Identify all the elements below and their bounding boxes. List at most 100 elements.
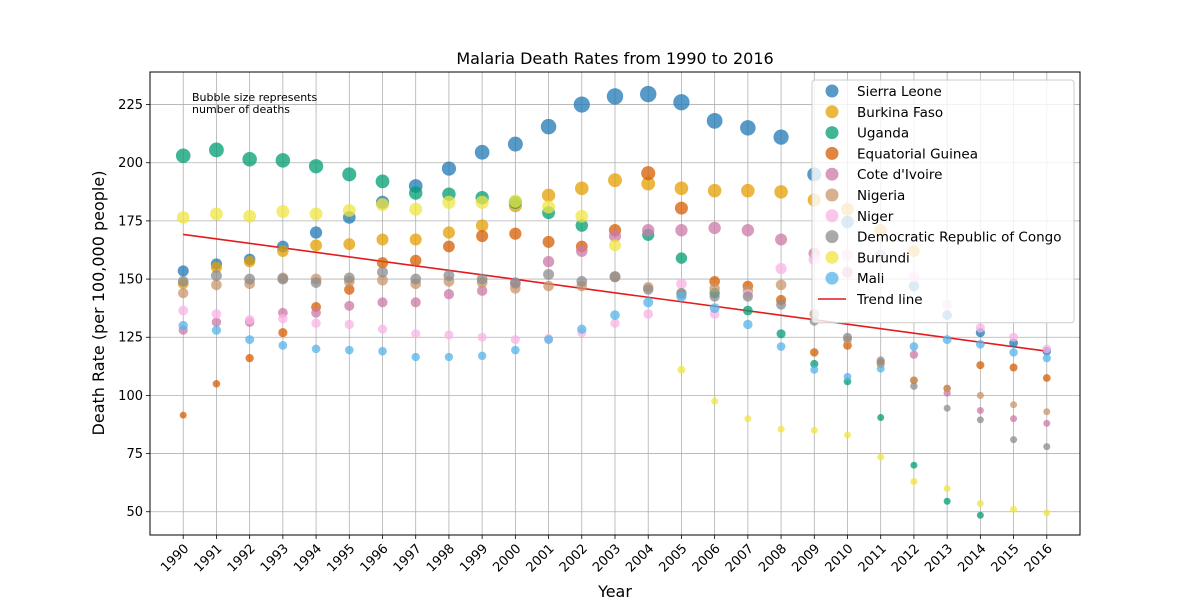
point-equatorial-guinea <box>443 240 455 253</box>
y-axis-title: Death Rate (per 100,000 people) <box>89 171 108 436</box>
point-mali <box>776 342 786 351</box>
point-democratic-republic-of-congo <box>742 291 753 302</box>
y-tick-label: 50 <box>126 505 143 520</box>
legend-label: Mali <box>857 271 884 287</box>
point-cote-d-ivoire <box>976 407 984 415</box>
chart-title: Malaria Death Rates from 1990 to 2016 <box>456 49 773 68</box>
point-uganda <box>910 461 918 469</box>
point-burundi <box>508 194 522 208</box>
point-democratic-republic-of-congo <box>343 272 355 284</box>
legend-label: Niger <box>857 209 894 225</box>
point-burundi <box>677 365 686 374</box>
point-equatorial-guinea <box>810 348 819 357</box>
point-nigeria <box>775 279 787 291</box>
y-tick-label: 200 <box>118 156 143 171</box>
point-democratic-republic-of-congo <box>476 273 488 285</box>
point-burundi <box>575 209 589 223</box>
point-uganda <box>209 142 224 158</box>
point-mali <box>810 365 819 374</box>
legend-label: Burkina Faso <box>857 105 943 121</box>
point-niger <box>244 315 255 325</box>
point-burkina-faso <box>741 183 755 198</box>
point-nigeria <box>943 384 951 393</box>
point-sierra-leone <box>540 118 557 135</box>
point-niger <box>278 313 288 324</box>
point-burundi <box>375 198 390 212</box>
point-cote-d-ivoire <box>377 297 388 308</box>
point-cote-d-ivoire <box>909 350 919 359</box>
point-sierra-leone <box>507 136 523 152</box>
point-equatorial-guinea <box>212 379 221 388</box>
legend-label: Nigeria <box>857 188 905 204</box>
legend-marker <box>825 105 839 119</box>
trend-line-layer <box>183 233 1047 352</box>
legend-marker <box>825 84 839 98</box>
point-mali <box>1009 348 1018 357</box>
point-cote-d-ivoire <box>311 307 321 318</box>
legend-marker <box>825 146 839 160</box>
point-cote-d-ivoire <box>775 233 788 246</box>
point-mali <box>245 335 255 345</box>
point-sierra-leone <box>640 85 657 103</box>
legend-label: Democratic Republic of Congo <box>857 230 1061 246</box>
point-sierra-leone <box>309 226 323 239</box>
point-burundi <box>1010 505 1018 513</box>
point-uganda <box>375 174 390 189</box>
point-uganda <box>776 329 786 339</box>
point-mali <box>278 341 288 350</box>
point-burundi <box>943 484 951 492</box>
point-democratic-republic-of-congo <box>310 277 322 288</box>
point-democratic-republic-of-congo <box>1043 443 1051 451</box>
point-equatorial-guinea <box>410 254 422 267</box>
point-cote-d-ivoire <box>476 285 488 296</box>
point-mali <box>344 345 354 355</box>
point-mali <box>378 346 387 356</box>
point-niger <box>775 263 787 275</box>
annotation-line-1: Bubble size represents <box>192 91 317 104</box>
point-democratic-republic-of-congo <box>510 277 521 288</box>
point-democratic-republic-of-congo <box>609 271 621 283</box>
point-cote-d-ivoire <box>1043 419 1051 427</box>
point-burundi <box>810 426 818 434</box>
point-mali <box>1042 353 1051 363</box>
point-cote-d-ivoire <box>443 289 455 300</box>
y-tick-label: 175 <box>118 214 143 229</box>
point-cote-d-ivoire <box>542 255 555 268</box>
point-mali <box>477 351 487 361</box>
point-burkina-faso <box>409 233 422 246</box>
point-nigeria <box>377 274 388 286</box>
point-mali <box>676 291 687 302</box>
point-uganda <box>810 359 819 369</box>
point-niger <box>211 309 222 319</box>
point-burundi <box>276 205 290 219</box>
point-sierra-leone <box>706 113 723 129</box>
point-democratic-republic-of-congo <box>910 382 918 390</box>
point-uganda <box>575 219 589 232</box>
point-niger <box>377 324 388 334</box>
point-democratic-republic-of-congo <box>410 273 422 285</box>
legend-marker <box>825 167 839 181</box>
point-burundi <box>409 202 423 216</box>
point-cote-d-ivoire <box>642 224 655 237</box>
point-equatorial-guinea <box>245 353 254 363</box>
point-niger <box>676 278 687 290</box>
point-equatorial-guinea <box>542 235 555 248</box>
point-cote-d-ivoire <box>675 224 688 237</box>
point-nigeria <box>211 279 222 291</box>
point-cote-d-ivoire <box>708 221 721 235</box>
point-democratic-republic-of-congo <box>642 284 654 295</box>
x-axis-title: Year <box>597 582 632 600</box>
point-niger <box>1042 344 1052 354</box>
point-burkina-faso <box>774 185 788 199</box>
point-mali <box>643 297 654 308</box>
point-burundi <box>744 415 752 423</box>
point-uganda <box>242 151 257 167</box>
point-burkina-faso <box>343 238 356 251</box>
point-democratic-republic-of-congo <box>376 266 389 278</box>
point-mali <box>942 335 952 345</box>
point-burkina-faso <box>641 176 656 191</box>
point-cote-d-ivoire <box>410 297 421 308</box>
point-cote-d-ivoire <box>211 317 222 327</box>
point-uganda <box>408 186 423 200</box>
point-equatorial-guinea <box>509 227 522 240</box>
